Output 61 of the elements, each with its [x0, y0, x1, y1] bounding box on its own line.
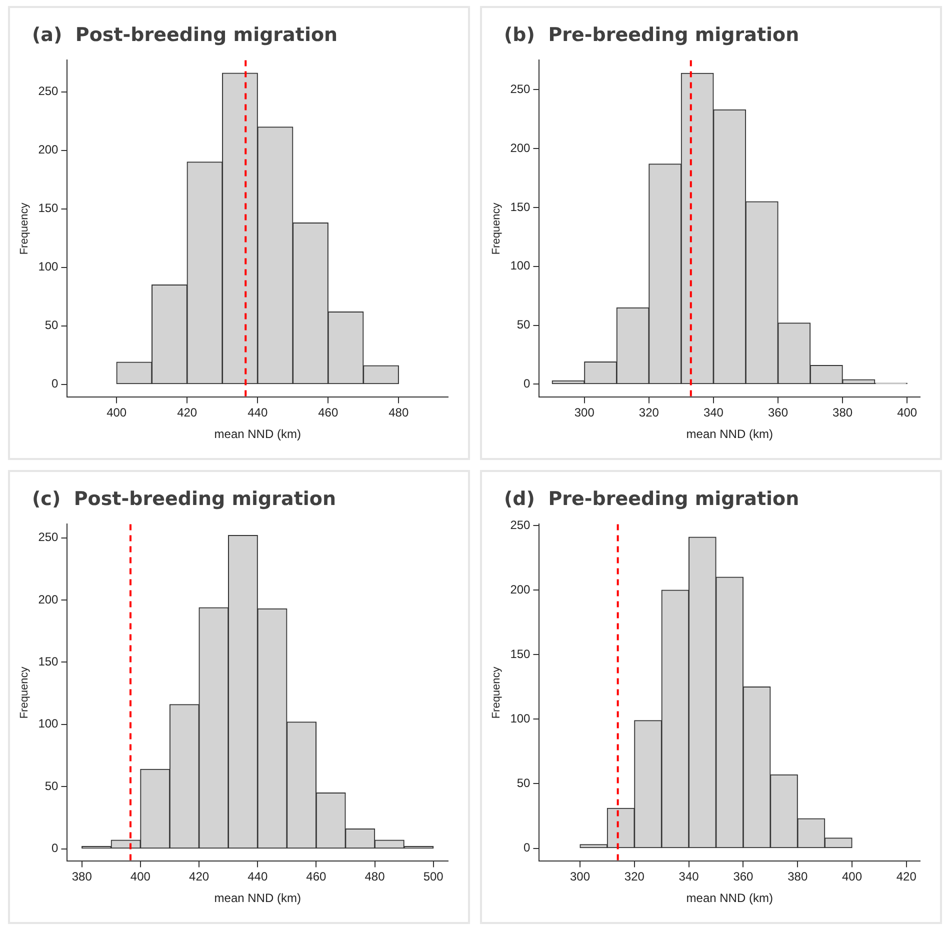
x-tick-label: 400: [897, 406, 918, 420]
y-tick-label: 0: [524, 376, 531, 391]
y-tick-label: 200: [510, 140, 531, 155]
x-tick-label: 340: [703, 406, 724, 420]
y-tick-label: 0: [524, 840, 531, 855]
y-tick-label: 50: [44, 778, 59, 793]
x-tick-label: 360: [768, 406, 788, 420]
x-tick-label: 400: [106, 406, 127, 420]
y-tick-label: 200: [38, 592, 59, 606]
y-tick-label: 100: [510, 711, 531, 726]
x-tick-label: 440: [248, 870, 268, 884]
x-tick-label: 480: [364, 870, 386, 884]
y-tick-label: 150: [510, 200, 531, 214]
x-tick-label: 300: [574, 406, 595, 420]
x-tick-label: 420: [177, 406, 198, 420]
x-tick-label: 380: [832, 406, 853, 420]
y-tick-label: 250: [38, 84, 59, 98]
x-axis-title: mean NND (km): [214, 427, 301, 442]
y-axis-title: Frequency: [18, 666, 31, 719]
x-tick-label: 380: [788, 870, 808, 884]
x-tick-label: 400: [842, 870, 862, 884]
y-tick-label: 0: [52, 376, 59, 391]
y-tick-label: 150: [510, 646, 531, 661]
x-tick-label: 420: [896, 870, 917, 884]
y-tick-label: 250: [510, 518, 531, 532]
x-tick-label: 480: [388, 406, 409, 420]
y-tick-label: 150: [38, 654, 59, 669]
chart-title: (d) Pre-breeding migration: [504, 488, 800, 510]
x-tick-label: 360: [733, 870, 754, 884]
x-tick-label: 400: [130, 870, 151, 884]
x-axis-title: mean NND (km): [686, 427, 773, 442]
x-tick-label: 440: [248, 406, 268, 420]
x-tick-label: 460: [306, 870, 327, 884]
x-tick-label: 380: [72, 870, 92, 884]
y-tick-label: 100: [38, 260, 59, 274]
y-tick-label: 200: [38, 142, 59, 157]
y-tick-label: 200: [510, 582, 531, 596]
x-tick-label: 500: [423, 870, 444, 884]
y-tick-label: 100: [510, 258, 531, 273]
y-tick-label: 0: [52, 841, 59, 856]
x-tick-label: 420: [189, 870, 210, 884]
y-tick-label: 50: [516, 318, 531, 332]
chart-title: (c) Post-breeding migration: [32, 488, 337, 510]
x-tick-label: 320: [624, 870, 645, 884]
x-tick-label: 300: [570, 870, 590, 884]
y-tick-label: 50: [516, 776, 531, 790]
y-tick-label: 150: [38, 201, 59, 216]
x-tick-label: 320: [638, 406, 660, 420]
y-axis-title: Frequency: [18, 202, 31, 255]
chart-title: (a) Post-breeding migration: [32, 24, 339, 46]
chart-title: (b) Pre-breeding migration: [504, 24, 800, 46]
y-axis-title: Frequency: [490, 202, 503, 255]
x-axis-title: mean NND (km): [214, 891, 301, 906]
y-tick-label: 100: [38, 716, 59, 731]
x-tick-label: 460: [318, 406, 338, 420]
x-axis-title: mean NND (km): [686, 891, 773, 906]
y-tick-label: 50: [44, 318, 59, 332]
y-axis-title: Frequency: [490, 666, 503, 719]
x-tick-label: 340: [678, 870, 700, 884]
y-tick-label: 250: [38, 530, 59, 544]
y-tick-label: 250: [510, 82, 531, 96]
